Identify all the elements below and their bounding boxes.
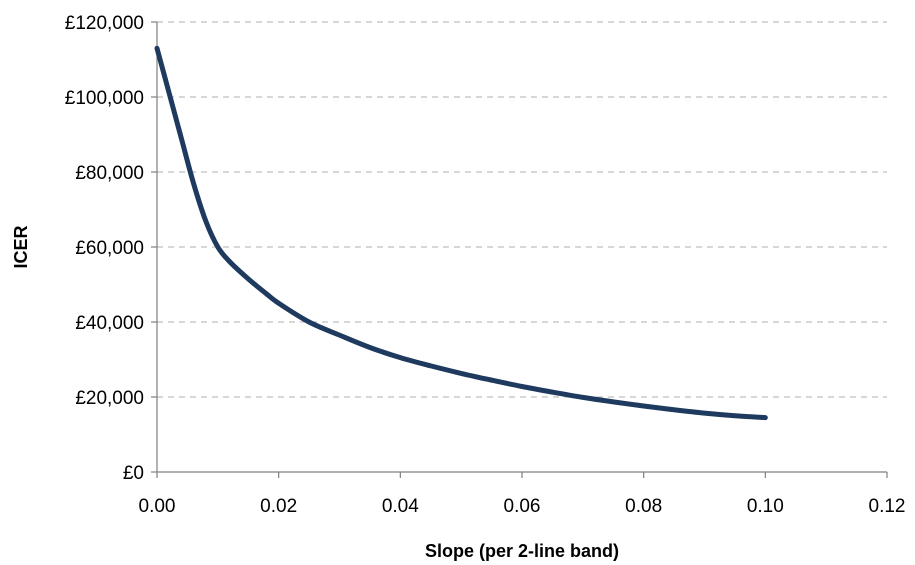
x-tick-label: 0.06 [504,496,541,517]
y-tick-label: £80,000 [75,163,144,184]
series-line-icer [154,45,768,421]
x-tick-label: 0.08 [625,496,662,517]
x-tick-label: 0.04 [382,496,419,517]
y-tick-label: £40,000 [75,313,144,334]
y-tick-label: £60,000 [75,238,144,259]
series-layer [154,45,768,421]
gridlines [157,21,887,398]
x-tick-label: 0.00 [139,496,176,517]
y-tick-label: £20,000 [75,388,144,409]
x-tick-label: 0.12 [869,496,906,517]
y-tick-label: £0 [123,463,144,484]
x-tick-label: 0.10 [747,496,784,517]
x-tick-label: 0.02 [260,496,297,517]
x-axis-title: Slope (per 2-line band) [425,541,619,561]
y-axis-title: ICER [11,225,31,268]
y-tick-label: £120,000 [65,13,144,34]
tick-labels: £0 £20,000 £40,000 £60,000 £80,000 £100,000 £1… [65,13,906,517]
y-tick-label: £100,000 [65,88,144,109]
